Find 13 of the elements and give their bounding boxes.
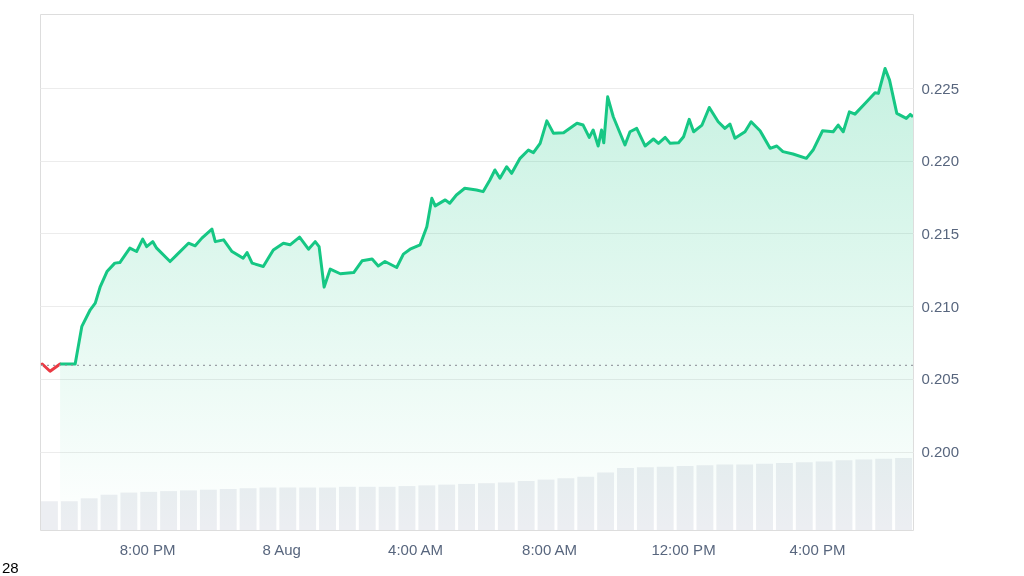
x-tick-label: 12:00 PM	[651, 540, 716, 558]
x-tick-label: 8 Aug	[262, 540, 301, 558]
x-tick-label: 8:00 AM	[522, 540, 578, 558]
y-tick-label: 0.225	[921, 79, 960, 97]
y-tick-label: 0.200	[921, 443, 960, 461]
x-tick-label: 4:00 PM	[789, 540, 846, 558]
text: 28	[2, 559, 19, 576]
y-tick-label: 0.210	[921, 297, 960, 315]
x-tick-label: 4:00 AM	[388, 540, 444, 558]
y-tick-label: 0.215	[921, 224, 960, 242]
y-tick-label: 0.220	[921, 152, 960, 170]
x-tick-label: 8:00 PM	[119, 540, 176, 558]
y-tick-label: 0.205	[921, 370, 960, 388]
